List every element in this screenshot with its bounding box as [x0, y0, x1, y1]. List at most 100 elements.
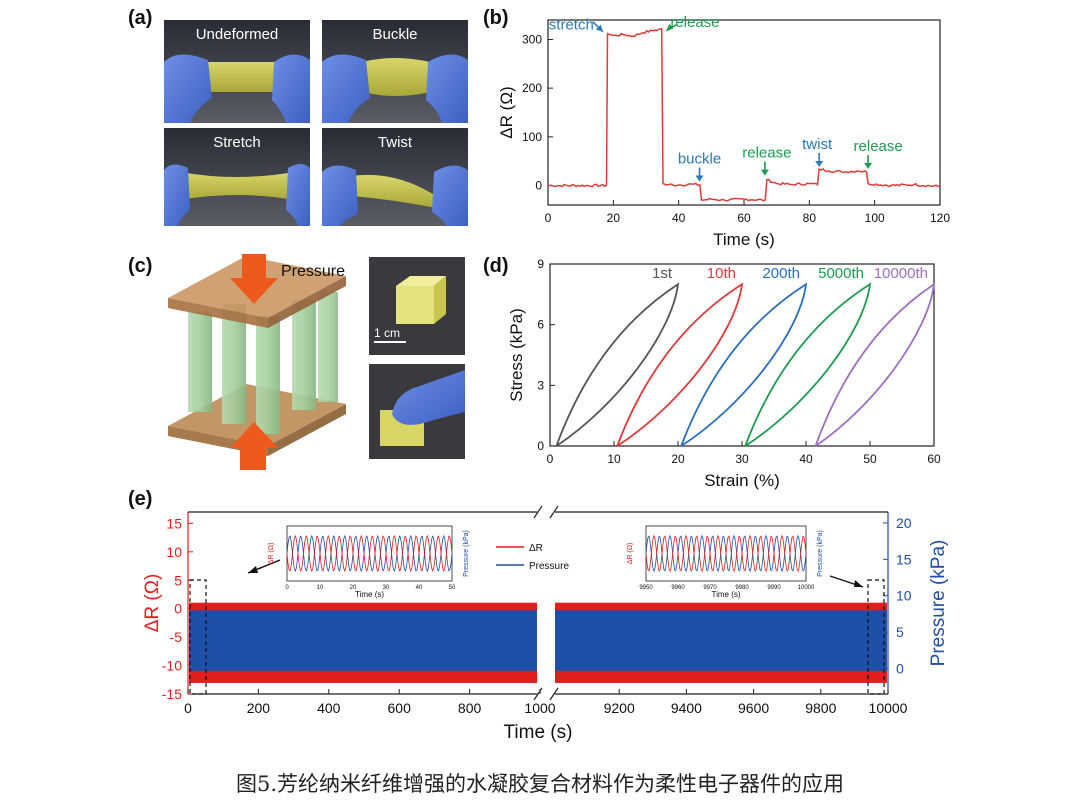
hysteresis-loop [555, 282, 680, 447]
annotation-label: buckle [678, 151, 721, 168]
chart-d: 0 10 20 30 40 50 60 0 3 6 9 Strain (%) Stress (kPa) 1… [507, 257, 941, 490]
series-label: 1st [652, 265, 673, 282]
x-tick-label: 120 [930, 211, 950, 225]
series-label: 10000th [874, 265, 928, 282]
x-tick-label: 10 [607, 452, 621, 466]
inset-x-tick-label: 9980 [735, 585, 749, 591]
inset-x-tick-label: 0 [285, 585, 289, 591]
y-tick-label: -15 [162, 686, 182, 702]
inset-dr-line [645, 534, 807, 573]
inset-x-label: Time (s) [355, 590, 384, 599]
x-axis-label: Time (s) [504, 722, 573, 743]
photo-twist: Twist [322, 128, 468, 226]
photo-stretch: Stretch [164, 128, 310, 226]
x-tick-label: 60 [927, 452, 941, 466]
photo-label: Undeformed [196, 26, 279, 43]
axis-break [533, 687, 543, 701]
annotation-arrow [815, 160, 824, 167]
y-tick-label: 10 [166, 544, 182, 560]
hysteresis-loop [814, 282, 936, 447]
inset-x-tick-label: 50 [449, 585, 456, 591]
inset-y2-label: Pressure (kPa) [463, 530, 470, 577]
inset-x-tick-label: 9990 [767, 585, 781, 591]
annotation-label: release [854, 138, 903, 155]
y-tick-label: 15 [166, 515, 182, 531]
y-tick-label: 0 [535, 179, 542, 193]
x-tick-label: 9800 [805, 700, 836, 716]
y2-tick-label: 0 [896, 661, 904, 677]
x-axis-label: Time (s) [713, 230, 775, 249]
x-tick-label: 9200 [604, 700, 635, 716]
chart-e: 0 200 400 600 800 1000 9200 9400 9600 9800 10000-1… [142, 505, 949, 743]
pressure-trace-band [555, 610, 887, 671]
photo-label: Buckle [372, 26, 417, 43]
pressure-label: Pressure [281, 263, 345, 280]
hysteresis-loop [680, 282, 808, 447]
inset-x-tick-label: 10 [317, 585, 324, 591]
series-label: 10th [707, 265, 736, 282]
photo-buckle: Buckle [322, 20, 468, 123]
inset-x-tick-label: 30 [383, 585, 390, 591]
x-tick-label: 20 [671, 452, 685, 466]
zoom-arrow [854, 580, 863, 587]
y2-tick-label: 15 [896, 551, 912, 567]
panel-c-tag: (c) [128, 255, 152, 277]
annotation-label: release [742, 145, 791, 162]
x-tick-label: 40 [672, 211, 686, 225]
x-tick-label: 0 [545, 211, 552, 225]
photo-undeformed: Undeformed [164, 20, 310, 123]
annotation-arrow [864, 162, 873, 169]
series-label: 200th [762, 265, 800, 282]
x-tick-label: 20 [607, 211, 621, 225]
y-tick-label: 0 [537, 439, 544, 453]
inset-x-tick-label: 9950 [639, 585, 653, 591]
inset-y2-label: Pressure (kPa) [817, 530, 824, 577]
x-axis-label: Strain (%) [704, 471, 780, 490]
panel-e-tag: (e) [128, 488, 152, 510]
zoom-box-end [867, 579, 885, 695]
x-tick-label: 60 [737, 211, 751, 225]
inset-y-label: ΔR (Ω) [268, 543, 275, 565]
plot-frame [549, 263, 935, 447]
x-tick-label: 400 [317, 700, 341, 716]
x-tick-label: 10000 [869, 700, 908, 716]
y-tick-label: 0 [174, 601, 182, 617]
inset-x-tick-label: 40 [416, 585, 423, 591]
y2-axis-label: Pressure (kPa) [928, 540, 949, 667]
axis-break [533, 505, 543, 519]
annotation-arrow [695, 175, 704, 182]
y-tick-label: 100 [522, 130, 542, 144]
x-tick-label: 30 [735, 452, 749, 466]
y-tick-label: 9 [537, 257, 544, 271]
inset-dr-line [286, 534, 453, 573]
x-tick-label: 50 [863, 452, 877, 466]
zoom-box-start [189, 579, 207, 695]
figure-caption: 图5.芳纶纳米纤维增强的水凝胶复合材料作为柔性电子器件的应用 [235, 772, 845, 796]
y-tick-label: 300 [522, 32, 542, 46]
x-tick-label: 9600 [738, 700, 769, 716]
photo-label: Twist [378, 134, 413, 151]
panel-a-tag: (a) [128, 7, 152, 29]
pressure-trace-band [189, 610, 537, 671]
x-tick-label: 0 [184, 700, 192, 716]
annotation-label: twist [802, 136, 833, 153]
y-axis-label: ΔR (Ω) [142, 574, 163, 633]
annotation-arrow [666, 23, 674, 31]
annotation-arrow [595, 24, 603, 32]
annotation-label: stretch [549, 17, 594, 34]
hysteresis-loop [744, 282, 872, 447]
inset-x-label: Time (s) [711, 590, 740, 599]
y-tick-label: 5 [174, 572, 182, 588]
axis-break [549, 505, 559, 519]
photo-label: Stretch [213, 134, 261, 151]
chart-b: 0 20 40 60 80 100 120 0 100 200 300 Time (s) ΔR (Ω) s… [497, 14, 950, 249]
zoom-arrow [248, 566, 258, 573]
x-tick-label: 9400 [671, 700, 702, 716]
x-tick-label: 100 [865, 211, 885, 225]
x-tick-label: 1000 [524, 700, 555, 716]
y-axis-label: ΔR (Ω) [497, 86, 516, 138]
inset-x-tick-label: 9970 [703, 585, 717, 591]
scale-bar-label: 1 cm [374, 326, 400, 340]
legend-label-pressure: Pressure [529, 561, 569, 572]
